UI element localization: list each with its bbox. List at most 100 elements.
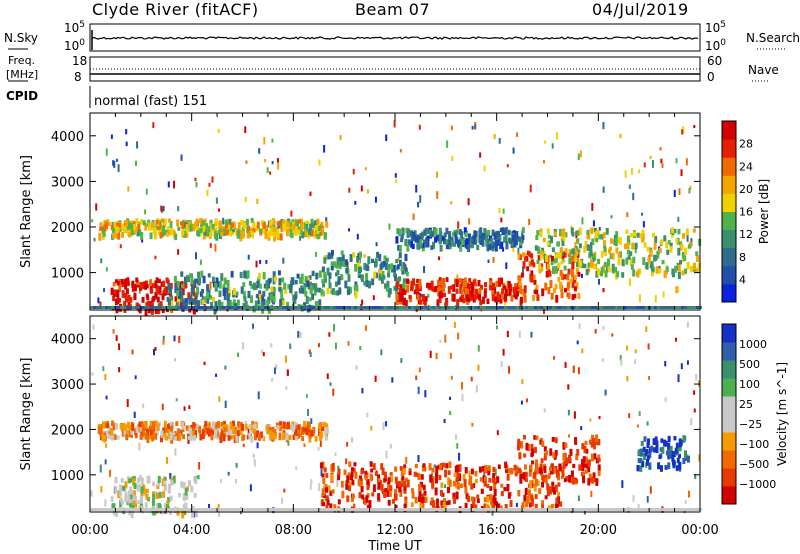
power-ground — [126, 306, 129, 309]
velocity-region-2 — [374, 471, 378, 476]
velocity-ground — [579, 508, 582, 511]
power-region-5 — [532, 274, 536, 283]
power-region-3 — [392, 264, 396, 273]
power-region-5 — [559, 269, 563, 277]
power-region-7 — [430, 245, 434, 250]
velocity-region-0 — [259, 431, 263, 439]
power-region-5 — [527, 251, 531, 257]
power-region-2 — [289, 287, 293, 294]
velocity-region-2 — [464, 502, 468, 509]
power-region-3 — [404, 267, 408, 274]
power-region-6 — [539, 228, 543, 235]
velocity-ground — [549, 508, 552, 511]
velocity-cell — [112, 329, 115, 334]
power-cell — [354, 200, 357, 205]
velocity-region-2 — [414, 497, 418, 504]
velocity-region-1 — [158, 491, 162, 499]
power-ground — [471, 306, 474, 309]
power-region-6 — [600, 266, 604, 273]
power-cell — [404, 264, 407, 268]
power-region-4 — [403, 297, 407, 303]
velocity-region-0 — [231, 426, 235, 435]
power-region-0 — [225, 221, 229, 229]
velocity-region-2 — [476, 498, 480, 504]
power-cell — [626, 212, 629, 218]
power-region-0 — [299, 229, 303, 235]
power-region-0 — [106, 219, 110, 226]
velocity-region-3 — [520, 442, 524, 448]
power-region-4 — [416, 278, 420, 284]
power-cell — [366, 189, 369, 194]
velocity-region-2 — [345, 484, 349, 490]
power-region-6 — [636, 271, 640, 278]
power-region-2 — [265, 280, 269, 289]
power-cell — [209, 281, 212, 290]
power-region-7 — [432, 241, 436, 249]
velocity-region-2 — [351, 479, 355, 486]
power-region-4 — [504, 294, 508, 299]
power-ground — [519, 306, 522, 309]
velocity-cell — [684, 500, 687, 504]
velocity-cell — [162, 339, 165, 345]
power-region-1 — [118, 279, 122, 287]
power-region-4 — [507, 281, 511, 289]
velocity-ground — [147, 508, 150, 511]
power-region-6 — [684, 247, 688, 255]
velocity-region-1 — [172, 475, 176, 484]
power-region-6 — [576, 260, 580, 267]
power-region-5 — [577, 293, 581, 300]
velocity-cell — [572, 365, 575, 374]
velocity-region-2 — [544, 495, 548, 500]
velocity-cell — [307, 409, 310, 417]
velocity-region-3 — [584, 456, 588, 464]
power-region-3 — [381, 270, 385, 277]
power-region-0 — [262, 222, 266, 229]
velocity-cell — [580, 426, 583, 431]
velocity-region-3 — [531, 460, 535, 465]
velocity-cell — [632, 495, 635, 502]
freq-tick-top: 18 — [72, 54, 87, 68]
power-region-1 — [156, 296, 160, 303]
velocity-cell — [131, 349, 134, 355]
power-region-6 — [686, 261, 690, 270]
power-region-0 — [247, 225, 251, 232]
velocity-region-0 — [167, 423, 171, 430]
power-cell — [217, 128, 220, 133]
velocity-ground — [285, 508, 288, 511]
power-region-3 — [360, 274, 364, 283]
velocity-ground — [261, 508, 264, 511]
power-region-0 — [177, 226, 181, 231]
velocity-region-2 — [555, 497, 559, 504]
power-region-3 — [398, 252, 402, 259]
velocity-region-3 — [528, 471, 532, 477]
velocity-ground — [441, 508, 444, 511]
power-region-6 — [632, 231, 636, 237]
power-cell — [309, 191, 312, 196]
power-region-3 — [331, 288, 335, 295]
power-region-5 — [567, 252, 571, 258]
velocity-region-2 — [483, 497, 487, 503]
velocity-region-0 — [301, 436, 305, 441]
velocity-region-0 — [294, 435, 298, 441]
power-region-6 — [535, 235, 539, 241]
velocity-colorbar-swatch — [722, 378, 736, 397]
power-region-6 — [661, 260, 665, 265]
power-ground — [621, 306, 624, 309]
velocity-region-0 — [121, 429, 125, 437]
power-region-6 — [669, 242, 673, 249]
power-cell — [103, 288, 106, 292]
velocity-region-0 — [146, 435, 150, 444]
power-ground — [486, 306, 489, 309]
power-cell — [127, 186, 130, 192]
power-region-4 — [494, 297, 498, 303]
velocity-region-2 — [360, 485, 364, 493]
velocity-region-1 — [127, 496, 131, 504]
power-region-7 — [397, 244, 401, 251]
velocity-region-2 — [351, 467, 355, 472]
velocity-region-3 — [578, 464, 582, 471]
velocity-cell — [224, 365, 227, 370]
velocity-colorbar-frame — [721, 323, 737, 505]
velocity-ground — [591, 508, 594, 511]
power-region-1 — [126, 278, 130, 285]
velocity-cell — [310, 418, 313, 424]
